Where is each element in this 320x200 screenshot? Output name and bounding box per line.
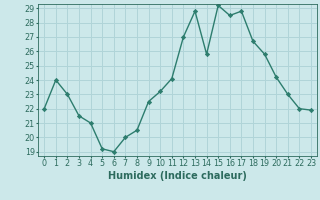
X-axis label: Humidex (Indice chaleur): Humidex (Indice chaleur) — [108, 171, 247, 181]
